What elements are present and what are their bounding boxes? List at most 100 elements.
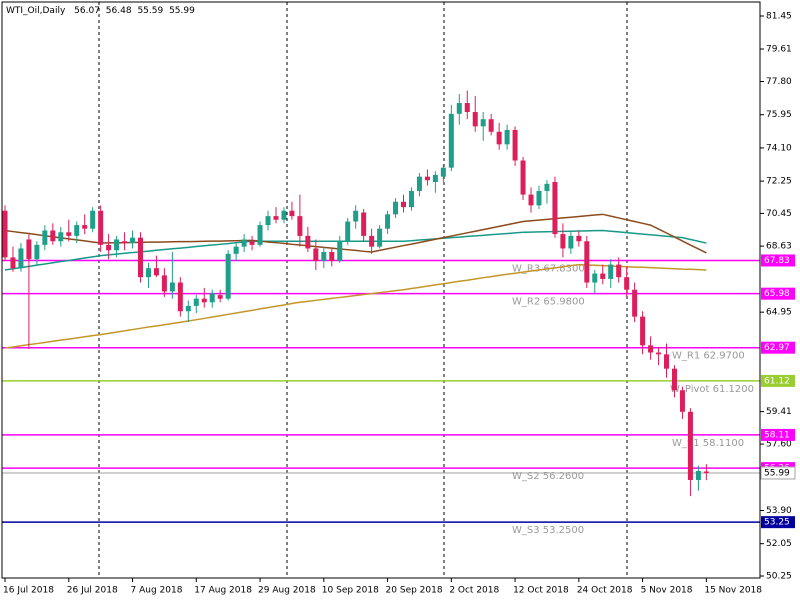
moving-averages [4,213,707,349]
axes: 81.45 79.61 77.80 75.95 74.10 72.25 70.45 68.63… [3,12,796,596]
candle-body [74,225,80,236]
candle-body [512,129,518,161]
candle-body [377,228,383,247]
candle-body [137,237,143,278]
candle-body [520,160,526,195]
moving-average [4,263,707,349]
candle-body [345,221,351,242]
candle-body [671,368,677,391]
candle-body [464,103,470,113]
candle-body [584,241,590,283]
candle-body [353,210,359,222]
candle-body [600,273,606,279]
candle-body [201,298,207,303]
candle-body [281,210,287,220]
price-tag-label: 65.98 [764,289,790,299]
candle-body [98,210,104,245]
candle-body [169,282,175,292]
last-open: 56.07 [74,6,100,16]
y-tick-label: 70.45 [766,209,792,219]
candle-body [664,354,670,369]
candle-body [560,234,566,249]
x-tick-label: 24 Oct 2018 [577,586,633,596]
x-tick-label: 5 Nov 2018 [641,586,693,596]
candle-body [456,103,462,114]
x-tick-label: 29 Aug 2018 [258,586,316,596]
price-tag-label: 67.83 [764,256,790,266]
y-tick-label: 72.25 [766,177,792,187]
candle-body [305,235,311,249]
x-tick-label: 16 Jul 2018 [3,586,54,596]
candle-body [576,235,582,242]
y-tick-label: 50.25 [766,572,792,582]
candle-body [177,282,183,312]
price-tag-label: 61.12 [764,376,790,386]
y-tick-label: 81.45 [766,12,792,22]
moving-average [4,213,707,254]
price-tag [761,374,795,387]
last-high: 56.48 [106,6,132,16]
candle-body [408,191,414,208]
candle-body [528,194,534,206]
candle-body [687,411,693,480]
candle-body [361,212,367,236]
y-tick-label: 53.90 [766,506,792,516]
candle-body [424,176,430,181]
candle-body [185,305,191,312]
y-tick-label: 68.63 [766,242,792,252]
price-tag [761,516,795,529]
candle-body [161,275,167,292]
pivot-level-label: W_S3 53.2500 [512,525,584,536]
last-close: 55.99 [169,6,195,16]
price-tag [761,341,795,354]
price-tag-label: 62.97 [764,343,790,353]
candle-body [273,216,279,220]
candle-body [329,252,335,261]
candle-body [321,252,327,261]
x-tick-label: 7 Aug 2018 [131,586,183,596]
candle-body [632,289,638,317]
candle-body [640,316,646,346]
candle-body [26,239,32,260]
x-tick-label: 20 Sep 2018 [386,586,443,596]
pivot-level-label: W_S2 56.2600 [512,471,584,482]
price-tag [761,287,795,300]
y-tick-label: 75.95 [766,110,792,120]
candle-body [703,471,709,473]
candle-body [656,352,662,355]
pivot-level-label: W_S1 58.1100 [672,438,744,449]
candle-body [504,129,510,145]
x-tick-label: 12 Oct 2018 [513,586,569,596]
candle-body [10,257,16,269]
candle-body [624,277,630,290]
candle-body [145,268,151,278]
candle-body [90,210,96,229]
candle-body [552,182,558,235]
candle-body [289,210,295,217]
candle-body [448,113,454,168]
last-low: 55.59 [137,6,163,16]
candle-body [106,244,112,251]
pivot-level-label: W_Pivot 61.1200 [670,384,754,395]
x-tick-label: 10 Sep 2018 [322,586,379,596]
candle-body [265,216,271,226]
y-tick-label: 57.60 [766,440,792,450]
candle-body [209,293,215,303]
candle-body [480,119,486,127]
y-tick-label: 64.95 [766,308,792,318]
candle-body [66,232,72,236]
candle-body [58,232,64,242]
candle-body [401,201,406,208]
candle-body [416,176,422,191]
candle-body [369,235,375,247]
candle-body [297,216,303,236]
plot-frame [1,1,761,579]
chart-header: WTI_Oil,Daily 56.07 56.48 55.59 55.99 [6,6,195,16]
candle-body [393,201,399,215]
y-tick-label: 79.61 [766,45,792,55]
x-tick-label: 2 Oct 2018 [449,586,499,596]
candle-body [568,235,574,249]
price-tag-label: 53.25 [764,518,790,528]
candle-body [679,390,685,412]
